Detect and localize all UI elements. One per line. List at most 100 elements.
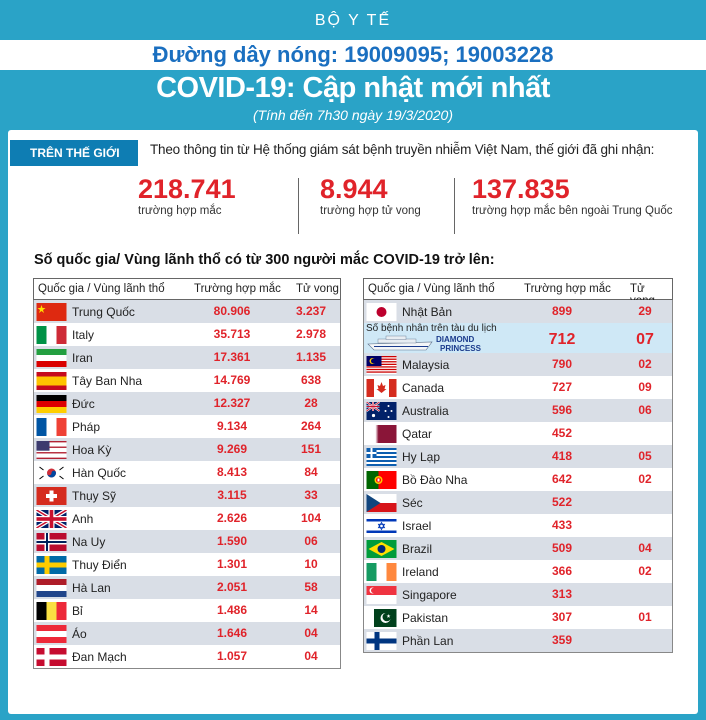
table-row: Hoa Kỳ 9.269 151 <box>34 438 340 461</box>
ship-name-line: DIAMOND <box>436 335 475 344</box>
deaths-value: 58 <box>304 580 318 594</box>
deaths-value: 14 <box>304 603 318 617</box>
table-row: Israel 433 <box>364 514 672 537</box>
deaths-value: 02 <box>638 357 652 371</box>
australia-flag <box>366 402 397 420</box>
austria-flag <box>36 625 67 643</box>
finland-flag <box>366 632 397 650</box>
section-title: Số quốc gia/ Vùng lãnh thổ có từ 300 ngư… <box>34 252 495 268</box>
cases-value: 35.713 <box>213 327 251 341</box>
usa-flag <box>36 441 67 459</box>
ireland-flag <box>366 563 397 581</box>
table-header: Quốc gia / Vùng lãnh thổ Trường hợp mắc … <box>363 278 673 307</box>
cases-value: 452 <box>551 426 573 440</box>
deaths-value: 05 <box>638 449 652 463</box>
deaths-value: 3.237 <box>295 304 327 318</box>
table-row: Nhật Bản 899 29 <box>364 300 672 323</box>
cases-value: 8.413 <box>216 465 248 479</box>
table-row: Australia 596 06 <box>364 399 672 422</box>
ministry-label: BỘ Y TẾ <box>314 12 392 29</box>
ship-name-line: PRINCESS <box>440 344 481 353</box>
cases-value: 790 <box>551 357 573 371</box>
cases-value: 522 <box>551 495 573 509</box>
stat-label: trường hợp tử vong <box>320 205 421 217</box>
cases-value: 307 <box>551 610 573 624</box>
country-name: Na Uy <box>72 535 106 549</box>
israel-flag <box>366 517 397 535</box>
deaths-value: 02 <box>638 564 652 578</box>
country-name: Anh <box>72 512 94 526</box>
header-cases: Trường hợp mắc <box>194 283 281 295</box>
country-name: Thuy Điển <box>72 558 127 572</box>
portugal-flag <box>366 471 397 489</box>
country-name: Hoa Kỳ <box>72 443 112 457</box>
cases-value: 899 <box>551 304 573 318</box>
country-name: Áo <box>72 627 87 641</box>
norway-flag <box>36 533 67 551</box>
cases-value: 12.327 <box>213 396 251 410</box>
stat-value: 8.944 <box>320 174 388 204</box>
table-row: Malaysia 790 02 <box>364 353 672 376</box>
country-name: Tây Ban Nha <box>72 374 143 388</box>
country-name: Israel <box>402 519 432 533</box>
ship-icon <box>366 334 486 352</box>
ship-name: DIAMOND PRINCESS <box>436 335 481 353</box>
cases-value: 642 <box>551 472 573 486</box>
stat-label: trường hợp mắc bên ngoài Trung Quốc <box>472 205 673 217</box>
cases-value: 1.057 <box>216 649 248 663</box>
deaths-value: 151 <box>300 442 322 456</box>
italy-flag <box>36 326 67 344</box>
deaths-value: 104 <box>300 511 322 525</box>
table-row: Singapore 313 <box>364 583 672 606</box>
deaths-value: 01 <box>638 610 652 624</box>
header-country: Quốc gia / Vùng lãnh thổ <box>368 283 495 295</box>
stat-divider <box>454 178 455 234</box>
cases-value: 359 <box>551 633 573 647</box>
country-name: Canada <box>402 381 445 395</box>
stat-value: 218.741 <box>138 174 236 204</box>
stat-total-cases: 218.741 trường hợp mắc <box>138 174 236 217</box>
deaths-value: 2.978 <box>295 327 327 341</box>
page-subtitle: (Tính đến 7h30 ngày 19/3/2020) <box>252 107 454 123</box>
header-cases: Trường hợp mắc <box>524 283 611 295</box>
country-name: Đan Mạch <box>72 650 127 664</box>
sweden-flag <box>36 556 67 574</box>
belgium-flag <box>36 602 67 620</box>
header-country: Quốc gia / Vùng lãnh thổ <box>38 283 165 295</box>
country-name: Pakistan <box>402 611 449 625</box>
table-row: Ireland 366 02 <box>364 560 672 583</box>
table-row: Na Uy 1.590 06 <box>34 530 340 553</box>
table-row: Đan Mạch 1.057 04 <box>34 645 340 668</box>
greece-flag <box>366 448 397 466</box>
country-name: Séc <box>402 496 423 510</box>
cases-value: 727 <box>551 380 573 394</box>
country-name: Thụy Sỹ <box>72 489 117 503</box>
czech-flag <box>366 494 397 512</box>
country-name: Qatar <box>402 427 433 441</box>
qatar-flag <box>366 425 397 443</box>
table-row: Qatar 452 <box>364 422 672 445</box>
iran-flag <box>36 349 67 367</box>
stat-value: 137.835 <box>472 174 570 204</box>
country-name: Đức <box>72 397 95 411</box>
table-header: Quốc gia / Vùng lãnh thổ Trường hợp mắc … <box>33 278 341 300</box>
deaths-value: 10 <box>304 557 318 571</box>
table-row: Bồ Đào Nha 642 02 <box>364 468 672 491</box>
country-name: Hy Lạp <box>402 450 441 464</box>
cases-value: 1.590 <box>216 534 248 548</box>
table-row: Hà Lan 2.051 58 <box>34 576 340 599</box>
country-name: Italy <box>72 328 95 342</box>
cases-value: 9.134 <box>216 419 248 433</box>
cases-value: 2.626 <box>216 511 248 525</box>
right-country-table: Quốc gia / Vùng lãnh thổ Trường hợp mắc … <box>363 278 673 653</box>
left-country-table: Quốc gia / Vùng lãnh thổ Trường hợp mắc … <box>33 278 341 669</box>
country-name: Pháp <box>72 420 101 434</box>
country-name: Iran <box>72 351 93 365</box>
france-flag <box>36 418 67 436</box>
deaths-value: 04 <box>638 541 652 555</box>
table-row: Thuy Điển 1.301 10 <box>34 553 340 576</box>
deaths-value: 29 <box>638 304 652 318</box>
cases-value: 712 <box>548 331 576 348</box>
table-row: Bỉ 1.486 14 <box>34 599 340 622</box>
cases-value: 596 <box>551 403 573 417</box>
